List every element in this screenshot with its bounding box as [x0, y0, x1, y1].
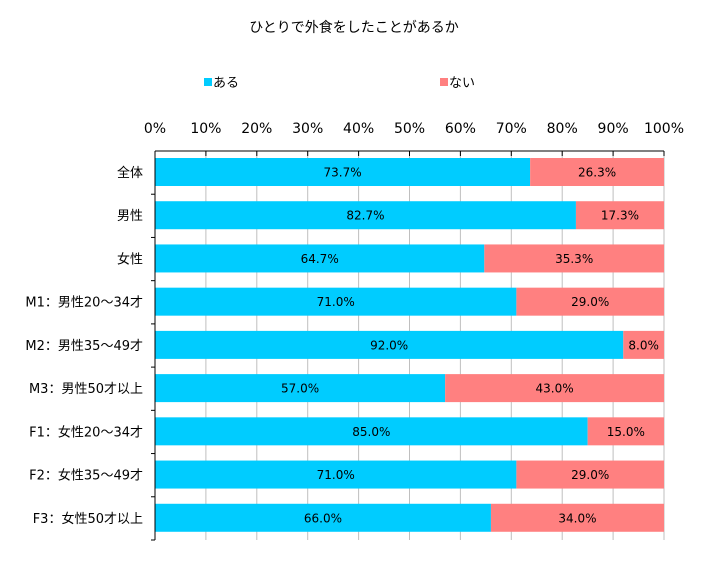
bar-aru	[155, 158, 531, 186]
data-label: 43.0%	[536, 382, 574, 396]
legend-swatch-aru	[204, 77, 212, 86]
x-tick-label: 0%	[144, 121, 166, 137]
bar-nai	[445, 374, 664, 403]
data-label: 73.7%	[324, 166, 362, 180]
category-label: M1：男性20～34才	[25, 296, 143, 311]
data-label: 71.0%	[317, 295, 355, 309]
data-label: 64.7%	[301, 252, 339, 266]
bar-nai	[530, 158, 664, 186]
legend-label-nai: ない	[449, 76, 476, 91]
legend-swatch-nai	[440, 77, 448, 86]
x-tick-label: 50%	[394, 121, 425, 137]
bar-nai	[623, 330, 664, 359]
bar-nai	[575, 201, 664, 230]
data-label: 57.0%	[281, 382, 319, 396]
data-label: 71.0%	[317, 468, 355, 482]
x-tick-label: 30%	[292, 121, 323, 137]
x-tick-label: 100%	[644, 121, 684, 137]
data-label: 35.3%	[555, 252, 593, 266]
data-label: 15.0%	[607, 425, 645, 439]
x-tick-label: 10%	[190, 121, 221, 137]
category-label: 全体	[117, 165, 143, 181]
x-tick-label: 90%	[598, 121, 629, 137]
legend-item-aru: ある	[204, 72, 239, 91]
bar-nai	[516, 460, 664, 489]
category-label: 女性	[117, 251, 143, 267]
bar-aru	[155, 417, 588, 446]
data-label: 29.0%	[571, 468, 609, 482]
category-label: M2：男性35～49才	[25, 339, 143, 354]
data-label: 29.0%	[571, 295, 609, 309]
data-label: 92.0%	[370, 338, 408, 352]
x-tick-label: 70%	[496, 121, 527, 137]
bar-aru	[155, 330, 624, 359]
category-label: F2：女性35～49才	[29, 468, 143, 484]
data-label: 17.3%	[601, 209, 639, 223]
x-tick-label: 20%	[241, 121, 272, 137]
bar-nai	[516, 287, 664, 316]
x-tick-label: 60%	[445, 121, 476, 137]
legend-label-aru: ある	[213, 76, 240, 91]
bar-aru	[155, 374, 446, 403]
category-label: F1：女性20～34才	[29, 424, 143, 440]
bar-aru	[155, 201, 576, 230]
data-label: 82.7%	[346, 209, 384, 223]
bar-aru	[155, 460, 517, 489]
bar-aru	[155, 503, 491, 532]
bar-nai	[490, 503, 664, 532]
bar-aru	[155, 244, 485, 273]
data-label: 66.0%	[304, 511, 342, 525]
bar-nai	[484, 244, 664, 273]
x-tick-label: 40%	[343, 121, 374, 137]
category-label: M3：男性50才以上	[29, 382, 143, 397]
legend-item-nai: ない	[440, 72, 475, 91]
chart-title: ひとりで外食をしたことがあるか	[249, 20, 459, 36]
data-label: 8.0%	[628, 338, 659, 352]
bar-nai	[587, 417, 664, 446]
data-label: 26.3%	[578, 166, 616, 180]
category-label: 男性	[117, 209, 143, 224]
x-tick-label: 80%	[547, 121, 578, 137]
category-label: F3：女性50才以上	[33, 511, 143, 527]
data-label: 85.0%	[352, 425, 390, 439]
data-label: 34.0%	[558, 511, 596, 525]
bar-aru	[155, 287, 517, 316]
